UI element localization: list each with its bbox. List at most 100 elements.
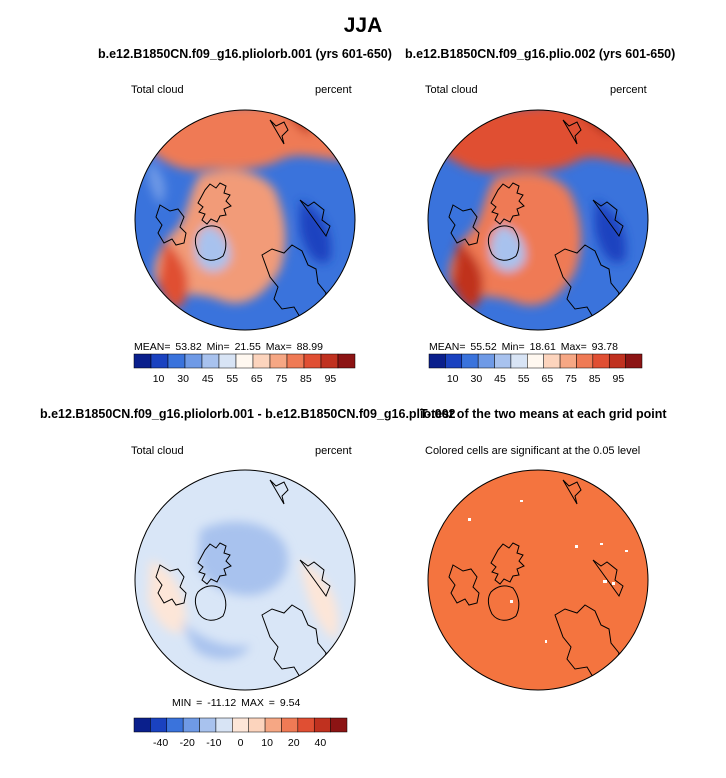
panel2-colorbar-tick-label: 65	[541, 373, 553, 385]
panel1-min-label: Min=	[206, 341, 230, 353]
panel3-colorbar-swatch	[232, 717, 249, 733]
panel1-colorbar-swatch	[167, 353, 186, 369]
panel3-colorbar-tick-label: -40	[153, 737, 168, 749]
panel3-frame	[134, 469, 356, 691]
panel1-min: 21.55	[234, 341, 261, 353]
panel3-colorbar-swatch	[281, 717, 299, 733]
panel1-colorbar-tick-label: 95	[325, 373, 337, 385]
panel1-colorbar-tick-label: 45	[202, 373, 214, 385]
panel2-max-label: Max=	[560, 341, 587, 353]
panel1-colorbar-swatch	[133, 353, 152, 369]
panel3-colorbar-swatch	[150, 717, 168, 733]
panel3-map	[134, 469, 356, 691]
panel2-colorbar-swatch	[510, 353, 528, 369]
panel2-colorbar-swatch	[445, 353, 463, 369]
panel1-map	[134, 109, 356, 331]
panel3-colorbar-swatch	[313, 717, 331, 733]
panel3-max: 9.54	[279, 697, 301, 709]
panel2-colorbar-swatch	[428, 353, 446, 369]
panel2-right-label: percent	[610, 84, 647, 96]
panel1-colorbar-tick-label: 55	[226, 373, 238, 385]
panel1-colorbar-swatch	[286, 353, 305, 369]
panel3-colorbar-tick-label: 40	[315, 737, 327, 749]
panel2-colorbar-tick-label: 75	[565, 373, 577, 385]
panel3-colorbar-swatch	[297, 717, 315, 733]
panel3-max-label: MAX =	[241, 697, 275, 709]
panel2-stats: MEAN= 55.52 Min= 18.61 Max= 93.78	[429, 341, 618, 353]
panel2-map	[427, 109, 649, 331]
panel3-colorbar-tick-label: 10	[261, 737, 273, 749]
panel2-colorbar-tick-label: 55	[518, 373, 530, 385]
panel4-base	[428, 470, 648, 690]
panel2-colorbar-tick-label: 45	[494, 373, 506, 385]
panel4-title: T-test of the two means at each grid poi…	[420, 407, 667, 421]
panel3-colorbar-tick-label: 20	[288, 737, 300, 749]
panel3-colorbar-swatch	[182, 717, 200, 733]
panel2-left-label: Total cloud	[425, 84, 478, 96]
panel3-colorbar-swatch	[166, 717, 184, 733]
panel3-colorbar-swatch	[330, 717, 348, 733]
panel2-colorbar-swatch	[576, 353, 594, 369]
panel1-colorbar-swatch	[184, 353, 203, 369]
panel1-colorbar-swatch	[235, 353, 254, 369]
panel2-colorbar-swatch	[592, 353, 610, 369]
panel1-right-label: percent	[315, 84, 352, 96]
panel3-title: b.e12.B1850CN.f09_g16.pliolorb.001 - b.e…	[40, 407, 456, 421]
panel1-colorbar-swatch	[218, 353, 237, 369]
panel1-left-label: Total cloud	[131, 84, 184, 96]
panel1-colorbar-tick-label: 10	[153, 373, 165, 385]
panel1-colorbar-swatch	[150, 353, 169, 369]
panel4-note: Colored cells are significant at the 0.0…	[425, 445, 641, 457]
panel1-title: b.e12.B1850CN.f09_g16.pliolorb.001 (yrs …	[98, 47, 392, 61]
panel1-colorbar-swatch	[303, 353, 322, 369]
panel2-colorbar-tick-label: 95	[612, 373, 624, 385]
panel3-colorbar-swatch	[264, 717, 282, 733]
panel1-colorbar-swatch	[320, 353, 339, 369]
panel2-frame	[427, 109, 649, 331]
panel2-colorbar-swatch	[625, 353, 643, 369]
panel4-map	[427, 469, 649, 691]
panel1-colorbar: 10 30 45 55 65 75 85 95	[133, 353, 356, 385]
panel3-stats: MIN = -11.12 MAX = 9.54	[172, 697, 300, 709]
panel2-colorbar-swatch	[559, 353, 577, 369]
panel3-min: -11.12	[207, 697, 237, 709]
panel3-colorbar-swatch	[248, 717, 266, 733]
panel1-colorbar-swatch	[252, 353, 271, 369]
panel2-colorbar-swatch	[527, 353, 544, 369]
panel3-colorbar-tick-label: -20	[180, 737, 195, 749]
panel2-colorbar-swatch	[461, 353, 479, 369]
panel1-colorbar-tick-label: 30	[177, 373, 189, 385]
panel2-coastlines	[448, 119, 624, 322]
panel2-mean-label: MEAN=	[429, 341, 466, 353]
panel2-colorbar-tick-label: 10	[447, 373, 459, 385]
panel1-colorbar-swatch	[269, 353, 288, 369]
panel3-colorbar-swatch	[199, 717, 217, 733]
panel1-colorbar-swatch	[337, 353, 356, 369]
panel1-colorbar-tick-label: 75	[275, 373, 287, 385]
panel1-stats: MEAN= 53.82 Min= 21.55 Max= 88.99	[134, 341, 323, 353]
panel3-colorbar-tick-label: -10	[206, 737, 221, 749]
panel1-colorbar-swatch	[201, 353, 220, 369]
panel3-right-label: percent	[315, 445, 352, 457]
panel2-min-label: Min=	[501, 341, 525, 353]
panel2-mean: 55.52	[470, 341, 497, 353]
panel3-min-label: MIN =	[172, 697, 203, 709]
panel2-colorbar-tick-label: 85	[589, 373, 601, 385]
panel2-colorbar-tick-label: 30	[470, 373, 482, 385]
panel1-mean-label: MEAN=	[134, 341, 171, 353]
panel3-colorbar-swatch	[215, 717, 233, 733]
panel2-colorbar-swatch	[477, 353, 495, 369]
panel4-insignificant-cells	[468, 500, 628, 643]
panel2-min: 18.61	[529, 341, 556, 353]
panel2-colorbar-swatch	[494, 353, 512, 369]
panel1-colorbar-tick-label: 85	[300, 373, 312, 385]
panel2-max: 93.78	[591, 341, 618, 353]
panel1-max-label: Max=	[265, 341, 292, 353]
panel3-colorbar-tick-label: 0	[238, 737, 244, 749]
panel4-frame	[427, 469, 649, 691]
panel1-mean: 53.82	[175, 341, 202, 353]
panel2-title: b.e12.B1850CN.f09_g16.plio.002 (yrs 601-…	[405, 47, 676, 61]
panel2-colorbar: 10 30 45 55 65 75 85 95	[428, 353, 643, 385]
panel2-colorbar-swatch	[608, 353, 626, 369]
